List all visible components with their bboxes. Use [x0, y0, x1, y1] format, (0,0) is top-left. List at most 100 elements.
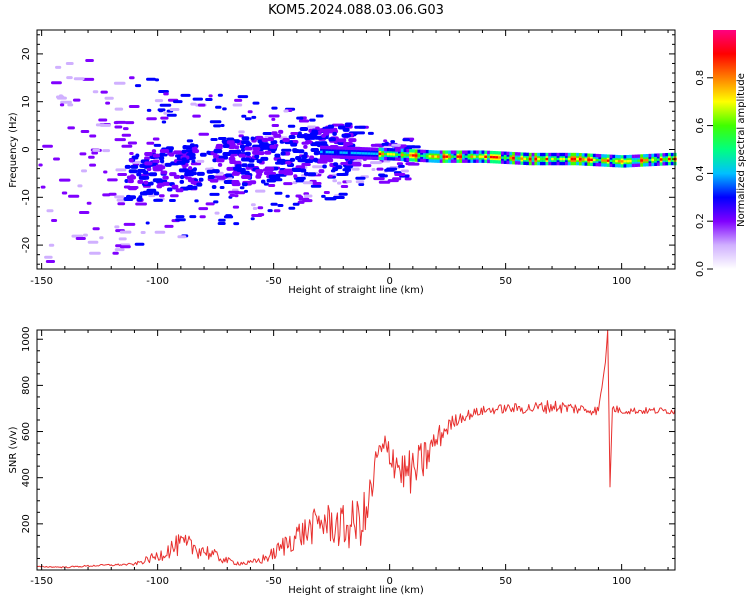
spectrogram-cell: [274, 153, 281, 158]
spectrogram-cell: [285, 168, 292, 172]
spectrogram-cell: [271, 131, 278, 136]
spectrogram-x-label: Height of straight line (km): [288, 285, 424, 296]
spectrogram-cell: [92, 227, 100, 231]
spectrogram-cell: [224, 173, 233, 178]
spectrogram-cell: [244, 146, 253, 151]
spectrogram-cell: [598, 159, 602, 162]
spectrogram-cell: [136, 172, 142, 177]
spectrogram-cell: [336, 181, 342, 185]
spectrogram-cell: [158, 156, 165, 161]
spectrogram-cell: [217, 222, 226, 226]
spectrogram-cell: [665, 158, 669, 161]
spectrogram-cell: [328, 150, 332, 154]
spectrogram-cell: [129, 158, 134, 163]
spectrogram-cell: [387, 179, 399, 183]
spectrogram-cell: [584, 158, 588, 161]
spectrogram-cell: [317, 158, 327, 163]
spectrogram-cell: [668, 157, 672, 161]
colorbar-tick-label: 0.0: [695, 261, 706, 277]
spectrogram-cell: [336, 151, 340, 154]
spectrogram-cell: [506, 156, 510, 160]
spectrogram-cell: [509, 156, 513, 160]
spectrogram-cell: [114, 195, 125, 199]
spectrogram-cell: [51, 219, 58, 223]
spectrogram-cell: [645, 159, 649, 162]
spectrogram-cell: [367, 131, 374, 135]
spectrogram-x-tick-label: 100: [612, 276, 631, 287]
spectrogram-cell: [250, 203, 256, 207]
spectrogram-cell: [213, 124, 222, 128]
colorbar-ticks: 0.0 0.2 0.4 0.6 0.8: [695, 70, 713, 277]
spectrogram-cell: [139, 191, 148, 196]
spectrogram-cell: [327, 124, 335, 129]
spectrogram-cell: [192, 185, 198, 190]
spectrogram-cell: [164, 224, 174, 228]
spectrogram-cell: [176, 160, 186, 165]
spectrogram-cell: [310, 147, 319, 152]
spectrogram-cell: [158, 194, 165, 198]
spectrogram-cell: [656, 158, 660, 161]
spectrogram-cell: [178, 168, 189, 173]
spectrogram-cell: [159, 152, 166, 157]
spectrogram-cell: [263, 182, 269, 186]
spectrogram-cell: [269, 144, 277, 149]
spectrogram-cell: [241, 174, 251, 179]
spectrogram-cell: [148, 194, 156, 198]
spectrogram-cell: [587, 158, 591, 161]
spectrogram-cell: [102, 193, 111, 197]
spectrogram-cell: [342, 127, 350, 132]
spectrogram-cell: [481, 155, 485, 158]
spectrogram-cell: [128, 169, 138, 174]
spectrogram-cell: [492, 156, 496, 159]
spectrogram-cell: [379, 174, 388, 178]
spectrogram-cell: [226, 166, 233, 171]
spectrogram-cell: [531, 157, 535, 161]
spectrogram-cell: [321, 128, 332, 133]
spectrogram-cell: [282, 137, 290, 142]
spectrogram-cell: [299, 127, 309, 132]
spectrogram-cell: [537, 157, 541, 161]
spectrogram-cell: [323, 191, 330, 195]
spectrogram-cell: [273, 209, 281, 213]
spectrogram-cell: [86, 201, 92, 205]
spectrogram-cell: [169, 194, 179, 198]
spectrogram-cell: [257, 213, 265, 217]
spectrogram-cell: [539, 157, 543, 161]
spectrogram-cell: [473, 155, 477, 158]
spectrogram-cell: [354, 125, 366, 129]
spectrogram-cell: [283, 171, 294, 176]
spectrogram-cell: [407, 162, 420, 166]
spectrogram-x-tick-label: -100: [146, 276, 169, 287]
spectrogram-cell: [321, 194, 326, 198]
spectrogram-cell: [475, 155, 479, 158]
spectrogram-cell: [548, 157, 552, 161]
spectrogram-cell: [595, 158, 599, 162]
spectrogram-cell: [137, 179, 144, 184]
spectrogram-cell: [140, 231, 146, 235]
spectrogram-cell: [526, 157, 530, 161]
spectrogram-cell: [489, 155, 493, 159]
spectrogram-cell: [371, 168, 376, 172]
spectrogram-cell: [146, 77, 157, 81]
spectrogram-cell: [154, 78, 160, 82]
spectrogram-cell: [303, 151, 308, 156]
spectrogram-cell: [303, 171, 309, 176]
spectrogram-cell: [478, 155, 482, 158]
spectrogram-cell: [59, 103, 65, 107]
spectrogram-cell: [268, 184, 276, 188]
spectrogram-cell: [153, 143, 162, 147]
spectrogram-cell: [288, 206, 296, 210]
spectrogram-cell: [394, 172, 406, 176]
spectrogram-cell: [528, 157, 532, 161]
colorbar-scale: [713, 30, 736, 269]
spectrogram-cell: [87, 240, 99, 244]
spectrogram-cell: [514, 157, 518, 160]
spectrogram-cell: [231, 182, 241, 187]
spectrogram-cell: [551, 157, 555, 161]
spectrogram-cell: [127, 179, 134, 184]
spectrogram-cell: [98, 118, 108, 122]
spectrogram-cell: [570, 157, 574, 161]
spectrogram-cell: [177, 235, 187, 239]
spectrogram-cell: [189, 143, 195, 148]
spectrogram-cell: [404, 177, 412, 181]
